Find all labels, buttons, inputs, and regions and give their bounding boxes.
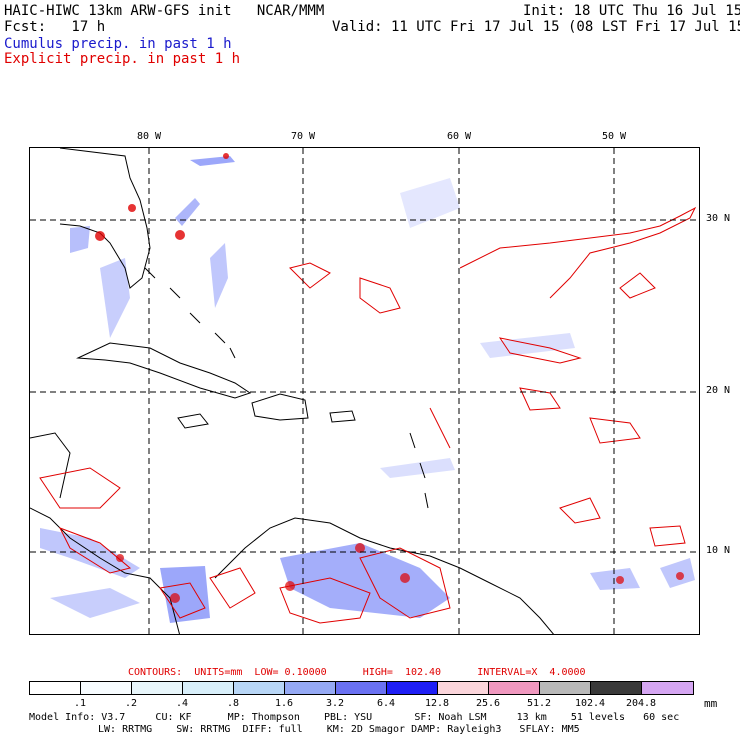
colorbar-label: 204.8 [625,698,657,709]
cumulus-shading [480,333,575,358]
cumulus-precip-label: Cumulus precip. in past 1 h [4,36,232,52]
cumulus-shading [40,528,140,578]
colorbar-swatch [234,682,285,694]
model-title: HAIC-HIWC 13km ARW-GFS init NCAR/MMM [4,3,325,19]
precip-core [676,572,684,580]
jamaica-coast [177,413,209,429]
precip-core [170,593,180,603]
lat-label-20n: 20 N [706,385,731,396]
explicit-contour [279,577,371,624]
explicit-contour [359,277,401,314]
colorbar-swatch [540,682,591,694]
precip-core [616,576,624,584]
explicit-contour [58,527,132,574]
colorbar-label: 102.4 [574,698,606,709]
colorbar-swatch [336,682,387,694]
south-america-coast [214,517,554,634]
cumulus-shading [380,458,455,478]
colorbar [29,681,694,695]
cumulus-shading [160,566,210,623]
colorbar-label: 51.2 [526,698,552,709]
explicit-contour [39,467,121,509]
colorbar-label: 1.6 [274,698,294,709]
colorbar-swatch [30,682,81,694]
model-info-line1: Model Info: V3.7 CU: KF MP: Thompson PBL… [29,712,680,723]
colorbar-swatch [642,682,693,694]
explicit-contour [498,337,582,364]
lon-label-60w: 60 W [446,131,472,142]
precip-cores [95,153,684,603]
colorbar-swatch [438,682,489,694]
cumulus-shading [190,156,235,166]
cumulus-shading [50,588,140,618]
cumulus-shading [590,568,640,590]
colorbar-swatch [81,682,132,694]
cumulus-shading [400,178,460,228]
colorbar-label: .1 [73,698,87,709]
explicit-contour [159,582,206,619]
lat-label-30n: 30 N [706,213,731,224]
precip-map [29,147,700,635]
explicit-contour [429,407,451,449]
bahamas-islands [144,267,236,359]
colorbar-swatch [387,682,438,694]
colorbar-label: 12.8 [424,698,450,709]
explicit-contour [209,567,256,609]
lesser-antilles [409,432,429,509]
explicit-contour [589,417,641,444]
yucatan-coast [30,432,71,499]
explicit-precip-label: Explicit precip. in past 1 h [4,51,241,67]
cumulus-shading [175,198,200,226]
colorbar-label: .8 [226,698,240,709]
cuba-coast [76,342,252,399]
colorbar-label: 25.6 [475,698,501,709]
colorbar-label: 6.4 [376,698,396,709]
precip-core [355,543,365,553]
forecast-hour: Fcst: 17 h [4,19,106,35]
map-canvas [30,148,699,634]
model-info-line2: LW: RRTMG SW: RRTMG DIFF: full KM: 2D Sm… [98,724,580,735]
colorbar-units: mm [704,697,718,710]
lon-label-80w: 80 W [136,131,162,142]
central-america-coast [30,507,180,634]
valid-time: Valid: 11 UTC Fri 17 Jul 15 (08 LST Fri … [332,19,740,35]
explicit-contour [619,272,656,299]
colorbar-label: .2 [124,698,138,709]
contour-info: CONTOURS: UNITS=mm LOW= 0.10000 HIGH= 10… [128,667,586,678]
cumulus-shading [210,243,228,308]
precip-core [285,581,295,591]
precip-core [175,230,185,240]
colorbar-label: .4 [175,698,189,709]
hispaniola-coast [251,393,309,421]
explicit-contour [559,497,601,524]
precip-core [223,153,229,159]
precip-core [400,573,410,583]
puerto-rico-coast [329,410,356,423]
colorbar-swatch [591,682,642,694]
init-time: Init: 18 UTC Thu 16 Jul 15 [523,3,740,19]
lat-label-10n: 10 N [706,545,731,556]
precip-core [128,204,136,212]
explicit-contour [359,547,451,619]
precip-core [116,554,124,562]
cumulus-shading [100,258,130,338]
explicit-contour [519,387,561,411]
explicit-contour [459,206,697,299]
explicit-precip-contours [39,206,697,624]
colorbar-swatch [183,682,234,694]
lat-lon-grid [30,148,699,634]
lon-label-50w: 50 W [601,131,627,142]
colorbar-swatch [285,682,336,694]
precip-core [95,231,105,241]
cumulus-shading [70,226,90,253]
colorbar-label: 3.2 [325,698,345,709]
coastlines [30,148,554,634]
cumulus-shading [280,543,450,618]
lon-label-70w: 70 W [290,131,316,142]
explicit-contour [289,262,331,289]
explicit-contour [649,525,686,547]
cumulus-precip-field [40,156,695,623]
colorbar-swatch [489,682,540,694]
colorbar-swatch [132,682,183,694]
